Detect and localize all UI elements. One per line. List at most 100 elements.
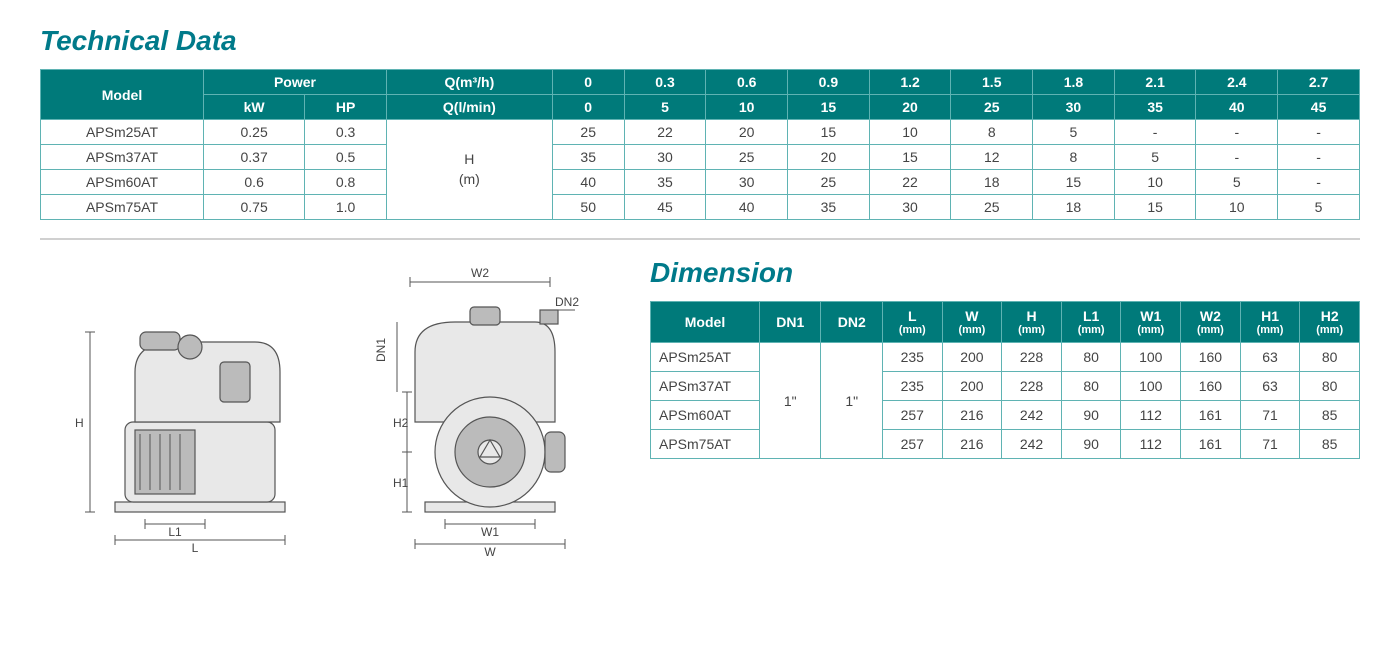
cell-w: 216 [942, 401, 1002, 430]
th-q5: 1.5 [951, 70, 1033, 95]
cell-h: 10 [1196, 195, 1278, 220]
cell-h2: 85 [1300, 401, 1360, 430]
cell-h: 20 [706, 120, 788, 145]
th-ql7: 35 [1114, 95, 1196, 120]
cell-h: 40 [552, 170, 624, 195]
cell-dn2: 1" [821, 343, 882, 459]
cell-w1: 100 [1121, 343, 1181, 372]
cell-l: 257 [882, 401, 942, 430]
cell-h: 242 [1002, 401, 1062, 430]
cell-h: - [1196, 120, 1278, 145]
label-w1: W1 [481, 525, 499, 539]
cell-hp: 1.0 [305, 195, 387, 220]
cell-h2: 80 [1300, 343, 1360, 372]
cell-h: - [1278, 120, 1360, 145]
cell-w: 200 [942, 343, 1002, 372]
cell-w2: 160 [1181, 343, 1241, 372]
label-l: L [192, 541, 199, 552]
cell-h: 5 [1114, 145, 1196, 170]
cell-kw: 0.75 [204, 195, 305, 220]
label-dn1: DN1 [374, 338, 388, 362]
dth-l: L(mm) [882, 302, 942, 343]
th-qlmin: Q(l/min) [386, 95, 552, 120]
pump-front-view: W2 DN2 DN1 H2 H [355, 262, 615, 562]
th-power: Power [204, 70, 387, 95]
cell-h: 30 [869, 195, 951, 220]
cell-l: 257 [882, 430, 942, 459]
th-q2: 0.6 [706, 70, 788, 95]
cell-h: 20 [788, 145, 870, 170]
cell-h: 22 [869, 170, 951, 195]
table-row: APSm75AT 0.75 1.05045403530251815105 [41, 195, 1360, 220]
cell-h: 50 [552, 195, 624, 220]
cell-h: - [1196, 145, 1278, 170]
table-row: APSm60AT257 216 242 90 112 161 71 85 [651, 401, 1360, 430]
cell-h: 18 [1033, 195, 1115, 220]
dth-w: W(mm) [942, 302, 1002, 343]
th-q3: 0.9 [788, 70, 870, 95]
cell-w2: 161 [1181, 401, 1241, 430]
pump-side-view: H L L1 [45, 262, 325, 552]
cell-model: APSm60AT [651, 401, 760, 430]
cell-l: 235 [882, 343, 942, 372]
dth-w1: W1(mm) [1121, 302, 1181, 343]
dth-l1: L1(mm) [1061, 302, 1121, 343]
label-l1: L1 [168, 525, 182, 539]
cell-w: 216 [942, 430, 1002, 459]
th-ql8: 40 [1196, 95, 1278, 120]
cell-h: 15 [788, 120, 870, 145]
th-ql6: 30 [1033, 95, 1115, 120]
label-w2: W2 [471, 266, 489, 280]
cell-kw: 0.37 [204, 145, 305, 170]
cell-h: 30 [624, 145, 706, 170]
cell-model: APSm25AT [41, 120, 204, 145]
cell-h: 10 [869, 120, 951, 145]
cell-dn1: 1" [760, 343, 821, 459]
cell-h: - [1278, 145, 1360, 170]
cell-model: APSm60AT [41, 170, 204, 195]
cell-h: 25 [706, 145, 788, 170]
dimension-title: Dimension [650, 257, 1360, 289]
th-qm3h: Q(m³/h) [386, 70, 552, 95]
cell-w1: 112 [1121, 430, 1181, 459]
dth-dn2: DN2 [821, 302, 882, 343]
cell-model: APSm37AT [41, 145, 204, 170]
cell-h: 25 [552, 120, 624, 145]
label-h: H [75, 416, 84, 430]
technical-data-title: Technical Data [40, 25, 1360, 57]
cell-h: 5 [1033, 120, 1115, 145]
cell-model: APSm37AT [651, 372, 760, 401]
cell-h: 15 [1033, 170, 1115, 195]
cell-h: 15 [1114, 195, 1196, 220]
cell-h1: 71 [1240, 430, 1300, 459]
dth-h: H(mm) [1002, 302, 1062, 343]
diagram-block: H L L1 W2 DN2 [40, 252, 620, 562]
table-row: APSm37AT 0.37 0.535302520151285-- [41, 145, 1360, 170]
cell-hm: H(m) [386, 120, 552, 220]
cell-h: 22 [624, 120, 706, 145]
cell-h2: 85 [1300, 430, 1360, 459]
cell-h: 35 [624, 170, 706, 195]
cell-l1: 80 [1061, 372, 1121, 401]
cell-w2: 160 [1181, 372, 1241, 401]
th-ql3: 15 [788, 95, 870, 120]
table-row: APSm25AT 0.25 0.3H(m)252220151085--- [41, 120, 1360, 145]
th-ql5: 25 [951, 95, 1033, 120]
cell-h: 35 [788, 195, 870, 220]
dimension-table: Model DN1 DN2 L(mm) W(mm) H(mm) L1(mm) W… [650, 301, 1360, 459]
dth-h2: H2(mm) [1300, 302, 1360, 343]
cell-h: 12 [951, 145, 1033, 170]
label-dn2: DN2 [555, 295, 579, 309]
cell-model: APSm25AT [651, 343, 760, 372]
th-hp: HP [305, 95, 387, 120]
th-ql0: 0 [552, 95, 624, 120]
cell-h: 5 [1196, 170, 1278, 195]
table-row: APSm75AT257 216 242 90 112 161 71 85 [651, 430, 1360, 459]
th-ql1: 5 [624, 95, 706, 120]
cell-w1: 100 [1121, 372, 1181, 401]
cell-l1: 80 [1061, 343, 1121, 372]
cell-w: 200 [942, 372, 1002, 401]
cell-model: APSm75AT [651, 430, 760, 459]
cell-w2: 161 [1181, 430, 1241, 459]
cell-hp: 0.8 [305, 170, 387, 195]
